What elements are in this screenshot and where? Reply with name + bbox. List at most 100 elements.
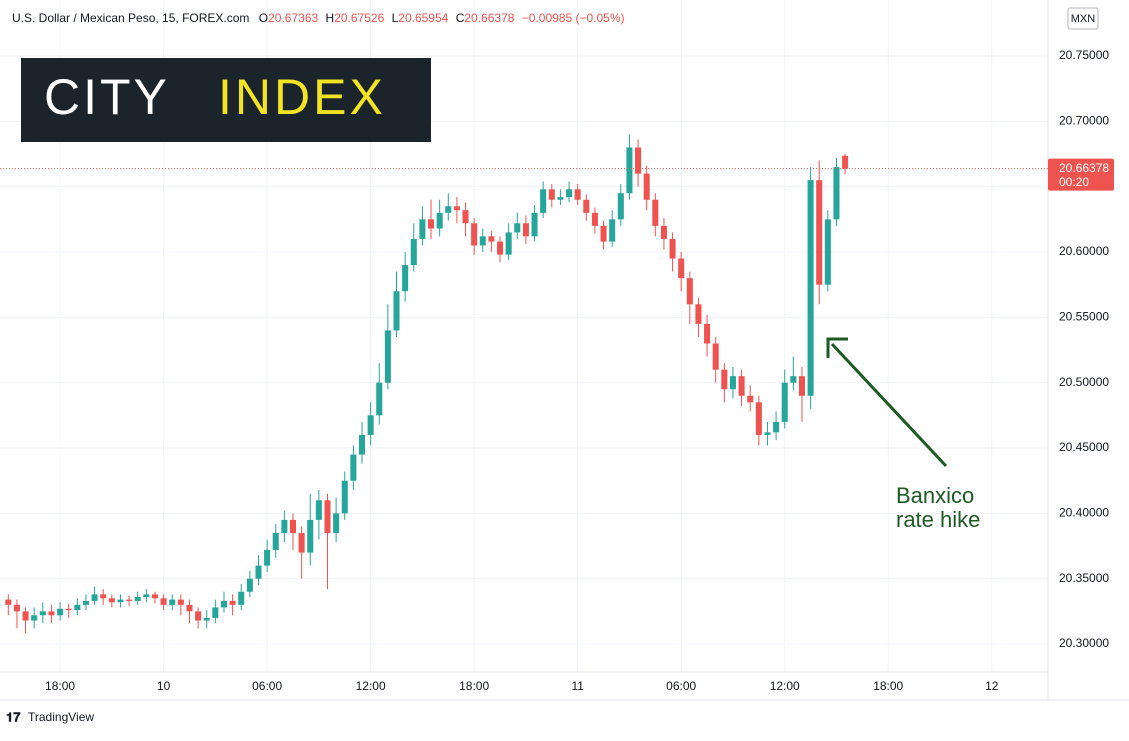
last-price-label: 20.66378	[1059, 161, 1109, 175]
x-tick-label: 12:00	[356, 679, 386, 693]
candle-body	[660, 225, 667, 239]
y-tick-label: 20.50000	[1059, 375, 1109, 389]
ohlc-label: O	[259, 11, 268, 25]
ohlc-label: H	[326, 11, 335, 25]
candle-body	[13, 604, 20, 612]
candle-body	[264, 549, 271, 566]
candle-body	[246, 578, 253, 592]
candle-body	[453, 206, 460, 211]
candle-body	[755, 402, 762, 435]
candle-body	[807, 180, 814, 396]
candle-body	[289, 519, 297, 533]
last-price-box	[1048, 158, 1114, 191]
candle-body	[471, 223, 478, 246]
candle-body	[39, 611, 46, 616]
candle-body	[747, 395, 754, 403]
candle-body	[436, 212, 443, 229]
candle-body	[540, 189, 547, 213]
change-value: −0.00985 (−0.05%)	[522, 11, 625, 25]
candle-body	[48, 611, 55, 616]
candle-body	[229, 600, 236, 605]
ohlc-label: L	[392, 11, 399, 25]
x-tick-label: 12	[985, 679, 999, 693]
candle-body	[108, 598, 115, 603]
candle-body	[31, 615, 38, 621]
candle-body	[824, 219, 831, 285]
candle-body	[57, 608, 64, 616]
candle-body	[686, 278, 693, 305]
candle-body	[74, 604, 81, 611]
candle-body	[100, 594, 107, 599]
y-tick-label: 20.30000	[1059, 636, 1109, 650]
candle-body	[833, 167, 840, 220]
currency-box[interactable]	[1067, 7, 1099, 30]
candle-body	[281, 519, 288, 533]
candle-body	[635, 147, 642, 174]
candle-body	[428, 219, 435, 229]
candle-body	[669, 238, 676, 259]
low-value: 20.65954	[398, 11, 448, 25]
ohlc-label: C	[456, 11, 465, 25]
x-tick-label: 18:00	[459, 679, 489, 693]
annotation-text: Banxico	[896, 483, 974, 508]
candle-body	[643, 173, 650, 200]
footer[interactable]: TradingView	[28, 710, 94, 724]
symbol-title: U.S. Dollar / Mexican Peso, 15, FOREX.co…	[12, 11, 249, 25]
candle-body	[117, 599, 124, 603]
candle-body	[350, 454, 357, 481]
candle-body	[695, 304, 702, 324]
candle-body	[816, 180, 823, 285]
candle-body	[773, 421, 780, 433]
currency[interactable]: MXN	[1071, 13, 1096, 25]
candle-body	[65, 608, 72, 611]
x-tick-label: 11	[571, 679, 584, 693]
candle-body	[315, 500, 322, 520]
candle-body	[729, 376, 736, 390]
candle-body	[721, 369, 728, 390]
candle-body	[376, 382, 383, 416]
candle-body	[186, 604, 193, 612]
candle-body	[151, 594, 158, 599]
candle-body	[626, 147, 633, 194]
candle-body	[298, 532, 305, 553]
candle-body	[505, 232, 512, 255]
candle-body	[203, 617, 210, 621]
candle-body	[617, 193, 624, 220]
candle-body	[307, 519, 314, 553]
y-tick-label: 20.55000	[1059, 310, 1109, 324]
candle-body	[514, 223, 521, 233]
header: U.S. Dollar / Mexican Peso, 15, FOREX.co…	[12, 11, 625, 25]
candle-body	[738, 376, 745, 396]
candle-body	[384, 330, 391, 383]
candle-body	[126, 599, 133, 601]
candle-body	[600, 225, 607, 242]
candle-body	[566, 189, 573, 198]
x-tick-label: 06:00	[666, 679, 696, 693]
candle-body	[195, 611, 202, 621]
high-value: 20.67526	[334, 11, 384, 25]
candle-body	[445, 206, 452, 213]
candle-body	[522, 223, 529, 237]
annotation-text: rate hike	[896, 507, 980, 532]
candle-body	[497, 241, 504, 255]
annotation-arrowhead	[826, 337, 848, 358]
candle-body	[238, 591, 245, 605]
x-tick-label: 10	[157, 679, 171, 693]
y-tick-label: 20.75000	[1059, 48, 1109, 62]
candle-body	[177, 599, 184, 605]
x-tick-label: 18:00	[873, 679, 903, 693]
logo-box	[21, 58, 431, 142]
candle-body	[764, 432, 771, 435]
candle-body	[255, 565, 262, 579]
candle-body	[402, 265, 409, 292]
candle-body	[609, 219, 616, 242]
candle-body	[212, 607, 219, 618]
y-tick-label: 20.35000	[1059, 571, 1109, 585]
candle-body	[479, 236, 486, 246]
candle-body	[160, 598, 167, 605]
candle-body	[781, 382, 788, 422]
close-value: 20.66378	[464, 11, 514, 25]
candle-body	[488, 236, 495, 242]
y-tick-label: 20.60000	[1059, 244, 1109, 258]
